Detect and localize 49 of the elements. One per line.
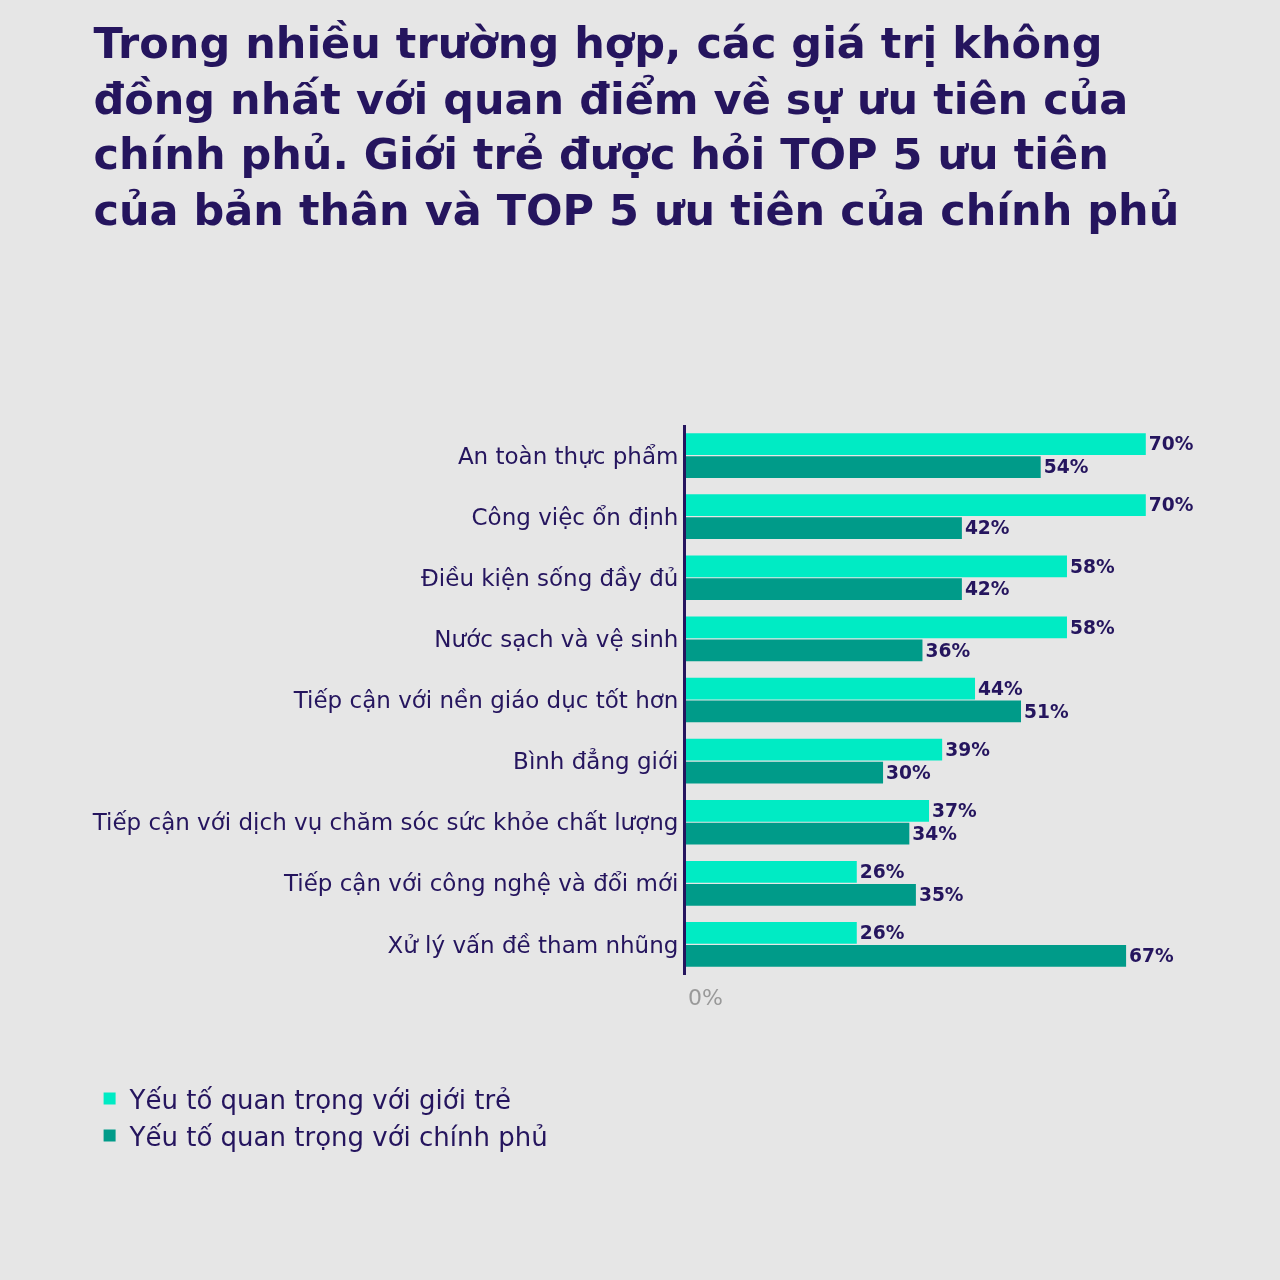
bar <box>686 433 1146 455</box>
bar <box>686 578 962 601</box>
y-tick-label: Tiếp cận với nền giáo dục tốt hơn <box>292 687 679 714</box>
data-label: 70% <box>1148 433 1194 455</box>
data-label: 36% <box>925 639 971 661</box>
text: 0% <box>688 985 723 1010</box>
data-label: 30% <box>886 761 932 783</box>
y-tick-label: Tiếp cận với dịch vụ chăm sóc sức khỏe chất lượng <box>91 809 679 836</box>
bar <box>686 700 1021 723</box>
data-label: 37% <box>932 799 978 821</box>
data-label: 35% <box>918 884 964 906</box>
data-label: 34% <box>912 822 958 844</box>
data-label: 51% <box>1024 700 1069 722</box>
y-tick-label: Tiếp cận với công nghệ và đổi mới <box>282 870 679 897</box>
bar <box>686 799 930 822</box>
bar <box>686 922 857 944</box>
data-label: 42% <box>964 517 1010 539</box>
legend-label: Yếu tố quan trọng với giới trẻ <box>128 1084 512 1115</box>
bar <box>686 517 962 540</box>
data-label: 54% <box>1043 456 1089 478</box>
bar <box>686 761 884 784</box>
y-tick-label: Điều kiện sống đầy đủ <box>421 564 679 591</box>
y-tick-label: An toàn thực phẩm <box>457 442 679 469</box>
bar <box>686 883 916 906</box>
y-tick-label: Nước sạch và vệ sinh <box>434 625 679 652</box>
y-tick-label: Công việc ổn định <box>471 503 679 530</box>
bar <box>686 639 923 662</box>
bar <box>686 616 1067 639</box>
bar <box>686 456 1041 478</box>
chart-title: Trong nhiều trường hợp, các giá trị không đồng nhất với quan điểm về sự ưu tiên của chính phủ. Giới trẻ được hỏi TOP 5 ưu tiên của bản thân và TOP 5 ưu tiên của chính phủ <box>93 17 1180 236</box>
y-tick-label: Bình đẳng giới <box>513 748 679 775</box>
bar <box>686 738 943 761</box>
data-label: 67% <box>1129 945 1175 967</box>
bar <box>686 494 1146 517</box>
data-label: 58% <box>1069 616 1115 638</box>
data-label: 26% <box>859 922 905 944</box>
data-label: 58% <box>1069 555 1115 577</box>
data-label: 42% <box>964 578 1010 600</box>
legend-label: Yếu tố quan trọng với chính phủ <box>128 1121 548 1152</box>
bar <box>686 860 857 883</box>
y-tick-label: Xử lý vấn đề tham nhũng <box>387 931 679 958</box>
bar <box>686 945 1127 967</box>
data-label: 70% <box>1148 494 1194 516</box>
data-label: 44% <box>978 677 1023 699</box>
data-label: 26% <box>859 861 905 883</box>
bar <box>686 555 1067 578</box>
bar <box>686 822 910 845</box>
bar <box>686 677 976 700</box>
data-label: 39% <box>945 738 991 760</box>
